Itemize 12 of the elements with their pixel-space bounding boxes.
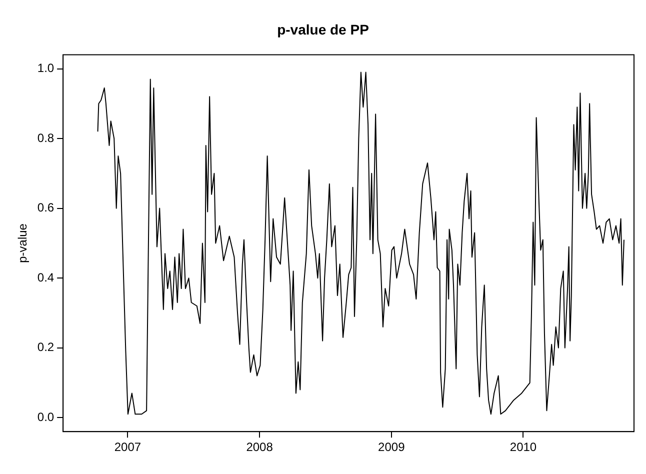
- y-tick-label: 0.2: [37, 340, 54, 354]
- x-tick-label: 2007: [114, 440, 142, 454]
- y-tick-label: 0.8: [37, 130, 54, 145]
- chart-title: p-value de PP: [277, 21, 369, 38]
- y-tick-label: 0.4: [37, 270, 54, 284]
- x-tick-label: 2010: [510, 440, 537, 454]
- y-axis-title: p-value: [16, 223, 30, 263]
- x-tick-label: 2009: [378, 440, 406, 454]
- x-tick-label: 2008: [246, 440, 274, 454]
- y-tick-label: 0.0: [37, 410, 54, 424]
- y-tick-label: 0.6: [37, 200, 54, 215]
- y-tick-label: 1.0: [37, 61, 54, 76]
